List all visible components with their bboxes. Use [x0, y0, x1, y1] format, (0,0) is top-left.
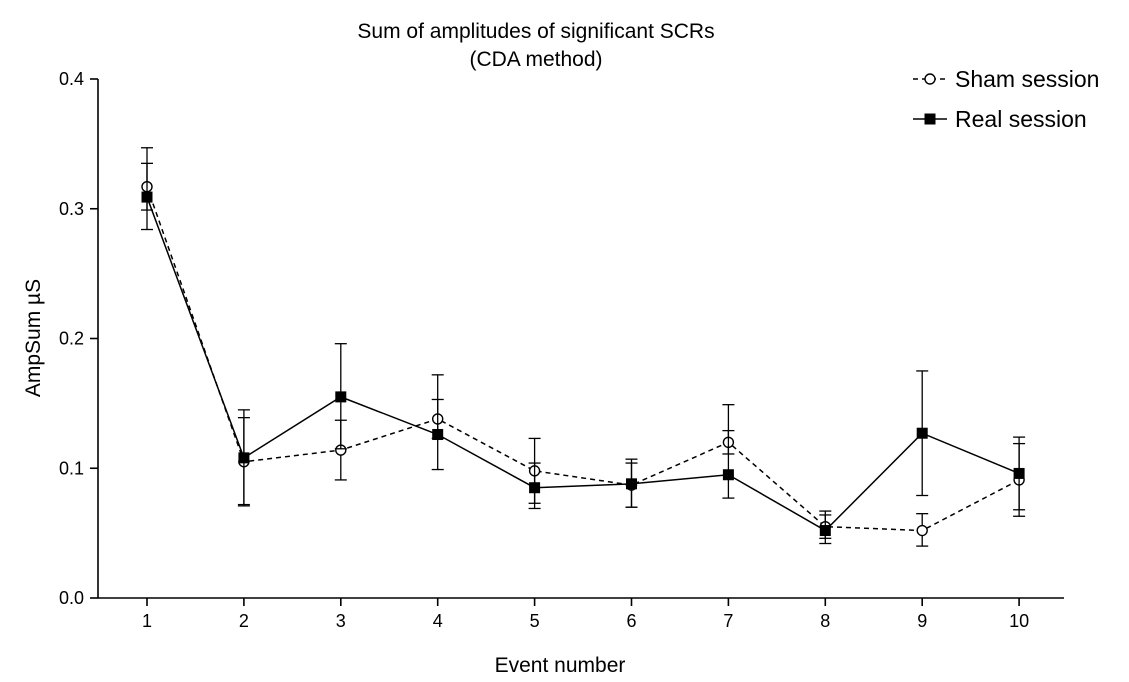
- series-0: [141, 162, 1026, 547]
- series-1-point-2: [335, 391, 347, 403]
- y-axis-label: AmpSum µS: [22, 279, 45, 397]
- series-1-point-6: [722, 469, 734, 481]
- series-1-point-0: [141, 191, 153, 203]
- x-ticks: 1 2 3 4 5 6 7 8 9 10: [142, 598, 1029, 631]
- legend-label-1: Real session: [955, 106, 1087, 132]
- legend: Sham session Real session: [913, 66, 1099, 132]
- x-tick-label-2: 3: [336, 611, 346, 631]
- x-axis-label: Event number: [495, 654, 626, 677]
- x-tick-label-3: 4: [433, 611, 443, 631]
- x-tick-label-0: 1: [142, 611, 152, 631]
- x-tick-label-9: 10: [1009, 611, 1029, 631]
- legend-marker-0: [924, 73, 936, 85]
- y-tick-label-2: 0.2: [59, 329, 84, 349]
- series-1-line: [146, 196, 1020, 532]
- chart-title-line-1: Sum of amplitudes of significant SCRs: [357, 20, 714, 43]
- series-1-point-5: [626, 478, 637, 490]
- series-1-point-8: [916, 427, 928, 439]
- x-tick-label-8: 9: [917, 611, 927, 631]
- x-tick-label-1: 2: [239, 611, 249, 631]
- y-tick-label-3: 0.3: [59, 199, 84, 219]
- legend-marker-1: [924, 113, 936, 125]
- series-1-point-3: [432, 429, 444, 441]
- x-tick-label-5: 6: [626, 611, 636, 631]
- series-0-point-8: [916, 524, 928, 537]
- y-ticks: 0.0 0.1 0.2 0.3 0.4: [59, 69, 98, 608]
- series-1-point-1: [238, 452, 250, 464]
- series-1-point-9: [1013, 467, 1025, 479]
- y-tick-label-4: 0.4: [59, 69, 84, 89]
- series-1: [141, 147, 1026, 545]
- series-1-point-7: [819, 525, 831, 537]
- legend-label-0: Sham session: [955, 66, 1099, 92]
- chart-title-line-2: (CDA method): [469, 48, 602, 71]
- x-tick-label-7: 8: [820, 611, 830, 631]
- series-1-point-4: [529, 482, 541, 494]
- x-tick-label-6: 7: [723, 611, 733, 631]
- y-tick-label-0: 0.0: [59, 588, 84, 608]
- x-tick-label-4: 5: [530, 611, 540, 631]
- series-0-line: [146, 186, 1020, 532]
- series-layer: [141, 147, 1026, 547]
- y-tick-label-1: 0.1: [59, 458, 84, 478]
